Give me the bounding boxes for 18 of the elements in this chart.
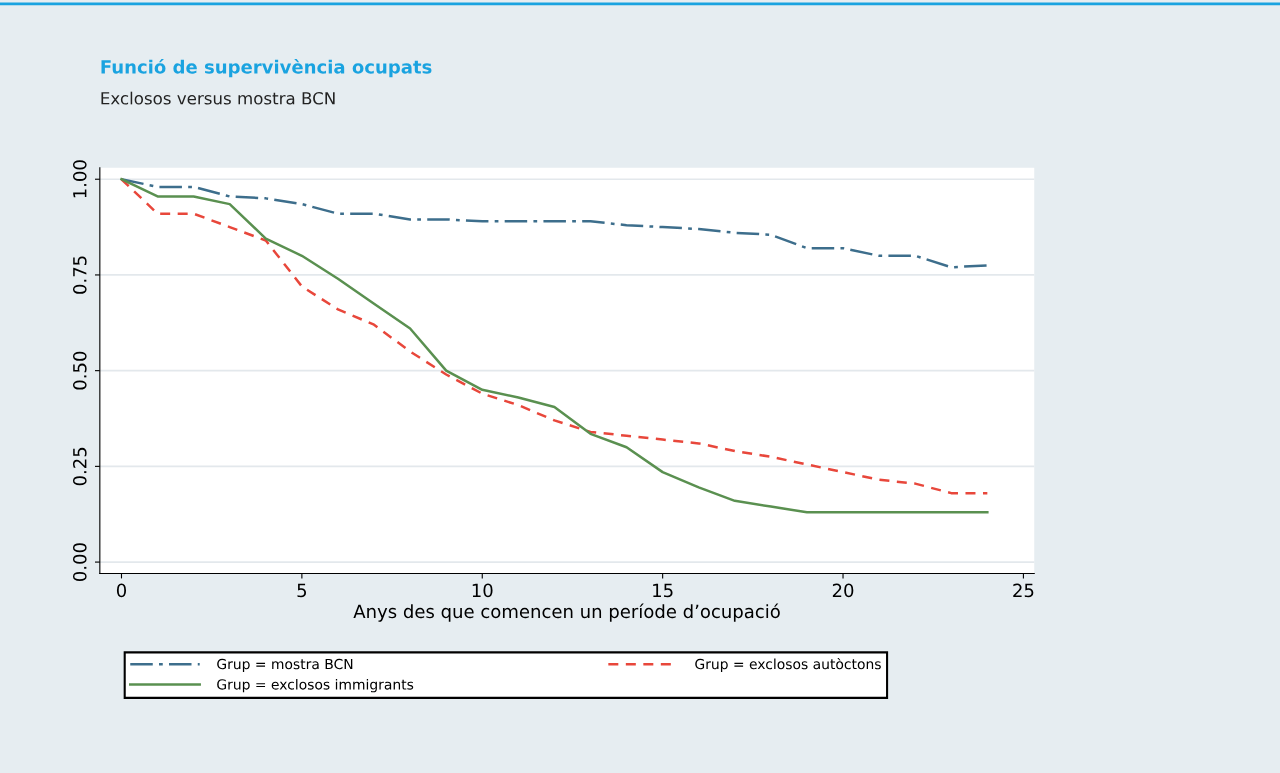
x-tick-label: 15 [653, 583, 673, 598]
x-tick-label: 5 [297, 583, 307, 598]
x-axis-title: Anys des que comencen un període d’ocupació [353, 603, 780, 622]
legend-label: Grup = exclosos autòctons [695, 657, 881, 672]
line-series [120, 177, 989, 269]
y-tick-label: 0.00 [72, 543, 87, 581]
y-tick-label: 1.00 [72, 160, 87, 198]
legend-label: Grup = exclosos immigrants [217, 678, 414, 693]
x-tick-label: 25 [1013, 583, 1034, 598]
y-tick-label: 0.25 [72, 447, 87, 486]
chart-subtitle: Exclosos versus mostra BCN [101, 91, 335, 105]
y-tick-label: 0.50 [72, 351, 87, 390]
x-tick-label: 20 [832, 583, 854, 598]
chart-title: Funció de supervivència ocupats [101, 58, 432, 78]
legend-label: Grup = mostra BCN [217, 658, 353, 672]
y-tick-label: 0.75 [72, 256, 87, 294]
x-tick-label: 10 [472, 583, 493, 598]
x-tick-label: 0 [116, 583, 127, 598]
